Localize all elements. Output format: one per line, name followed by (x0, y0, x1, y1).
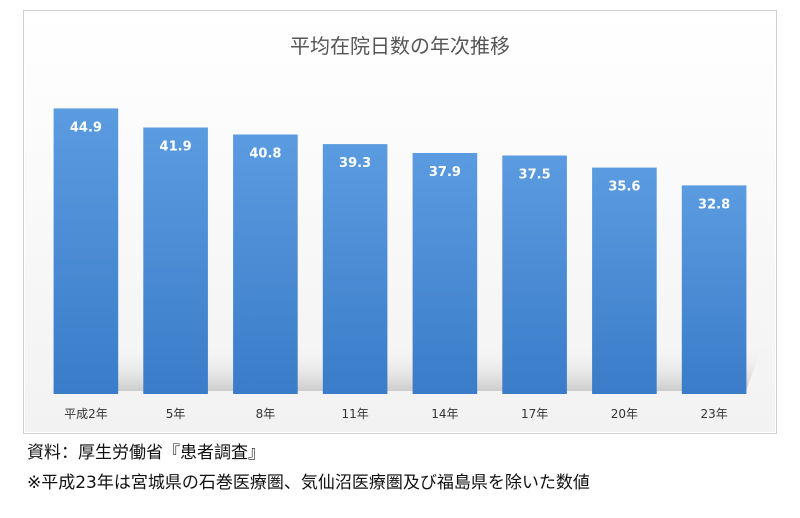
bar-value-label: 44.9 (70, 120, 102, 135)
x-tick-label: 5年 (166, 407, 186, 421)
source-note: 資料：厚生労働省『患者調査』 (27, 443, 265, 463)
bar-8 (681, 185, 747, 394)
bar-5 (412, 153, 478, 394)
bar-value-label: 37.5 (519, 168, 551, 183)
x-tick-label: 11年 (341, 407, 368, 421)
bars-layer: 44.9 平成2年 41.9 5年 40.8 8年 39.3 11年 37.9 14年 37.5 17… (53, 108, 747, 421)
x-tick-label: 平成2年 (64, 407, 108, 421)
bar-7 (592, 167, 657, 394)
notes: 資料：厚生労働省『患者調査』 ※平成23年は宮城県の石巻医療圏、気仙沼医療圏及び… (27, 438, 787, 498)
bar-2 (143, 127, 208, 394)
bar-value-label: 41.9 (160, 140, 192, 155)
x-tick-label: 14年 (431, 407, 458, 421)
chart-title: 平均在院日数の年次推移 (290, 34, 510, 58)
bar-value-label: 40.8 (249, 147, 281, 162)
x-tick-label: 23年 (700, 407, 727, 421)
bar-value-label: 37.9 (429, 165, 461, 180)
x-tick-label: 17年 (521, 407, 548, 421)
bar-1 (53, 108, 119, 395)
bar-4 (322, 144, 388, 394)
chart-frame: 平均在院日数の年次推移 44.9 平成2年 41.9 5年 40.8 8年 39.3 11年 3… (23, 10, 777, 434)
footnote: ※平成23年は宮城県の石巻医療圏、気仙沼医療圏及び福島県を除いた数値 (27, 473, 590, 493)
bar-value-label: 35.6 (608, 180, 640, 195)
bar-3 (233, 134, 298, 394)
x-tick-label: 8年 (256, 407, 276, 421)
plot-floor-shadow (54, 341, 764, 391)
bar-6 (502, 155, 567, 394)
bar-value-label: 39.3 (339, 156, 371, 171)
bar-chart: 平均在院日数の年次推移 44.9 平成2年 41.9 5年 40.8 8年 39.3 11年 3… (25, 12, 775, 432)
x-tick-label: 20年 (611, 407, 638, 421)
bar-value-label: 32.8 (698, 197, 730, 212)
